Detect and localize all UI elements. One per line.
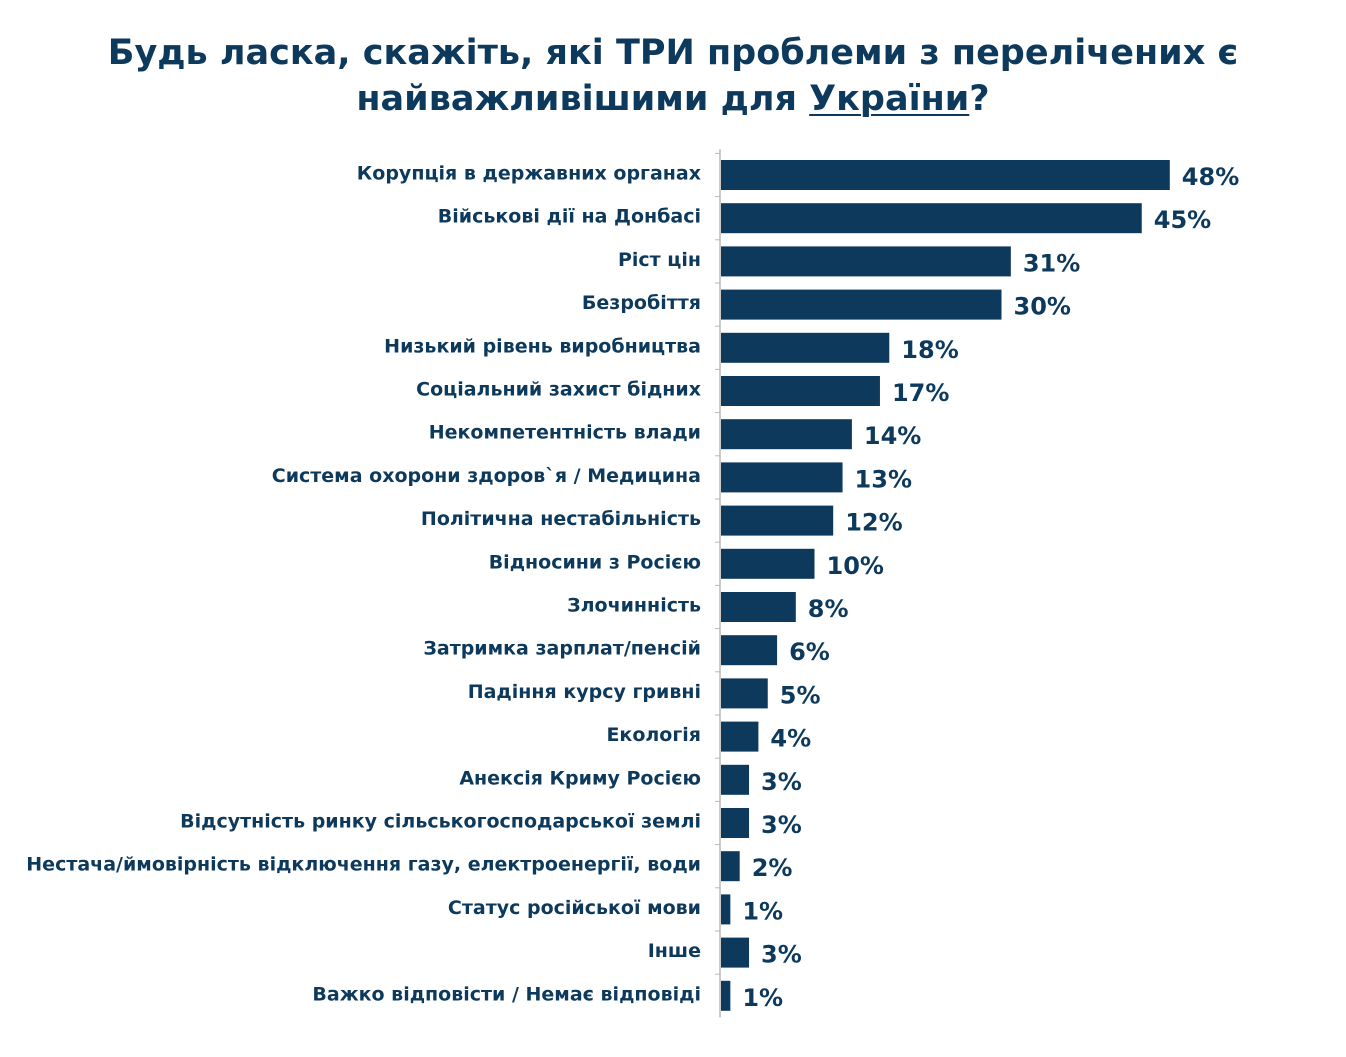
- category-label-3: Ріст цін: [618, 249, 701, 271]
- chart-title-line-1: Будь ласка, скажіть, які ТРИ проблеми з …: [107, 33, 1239, 73]
- bar-7: [721, 419, 852, 450]
- value-label-16: 3%: [761, 811, 802, 839]
- value-label-15: 3%: [761, 768, 802, 796]
- bar-17: [721, 851, 740, 882]
- category-label-4: Безробіття: [582, 292, 701, 314]
- bar-20: [721, 980, 731, 1011]
- value-label-8: 13%: [855, 465, 912, 493]
- bar-13: [721, 678, 768, 709]
- category-label-8: Система охорони здоров`я / Медицина: [272, 465, 701, 487]
- bar-11: [721, 592, 796, 622]
- bar-14: [721, 721, 759, 752]
- value-label-4: 30%: [1014, 293, 1071, 321]
- chart-title-line-2-start: найважливішими для: [356, 79, 810, 119]
- value-label-14: 4%: [770, 725, 811, 753]
- labels-layer: Корупція в державних органах 48% Військові…: [26, 163, 1239, 1012]
- value-label-9: 12%: [845, 509, 902, 537]
- bar-3: [721, 246, 1011, 277]
- value-label-1: 48%: [1182, 163, 1239, 191]
- chart-title: Будь ласка, скажіть, які ТРИ проблеми з …: [0, 30, 1346, 122]
- value-label-18: 1%: [742, 897, 783, 925]
- category-label-16: Відсутність ринку сільськогосподарської …: [180, 811, 701, 833]
- chart-title-underlined-word: України: [809, 79, 970, 119]
- value-label-6: 17%: [892, 379, 949, 407]
- value-label-2: 45%: [1154, 206, 1211, 234]
- category-label-13: Падіння курсу гривні: [468, 681, 701, 703]
- bar-2: [721, 203, 1142, 234]
- category-label-10: Відносини з Росією: [489, 551, 701, 573]
- bar-9: [721, 505, 834, 536]
- category-label-1: Корупція в державних органах: [357, 163, 701, 185]
- category-label-19: Інше: [648, 940, 701, 962]
- value-label-3: 31%: [1023, 249, 1080, 277]
- bar-16: [721, 808, 750, 838]
- category-label-9: Політична нестабільність: [421, 508, 701, 530]
- category-label-11: Злочинність: [567, 595, 701, 617]
- category-label-7: Некомпетентність влади: [429, 422, 701, 444]
- value-label-17: 2%: [752, 854, 793, 882]
- category-label-20: Важко відповісти / Немає відповіді: [312, 983, 701, 1005]
- value-label-13: 5%: [780, 681, 821, 709]
- bar-8: [721, 462, 843, 493]
- bar-12: [721, 635, 778, 666]
- category-label-18: Статус російської мови: [448, 897, 701, 919]
- value-label-19: 3%: [761, 941, 802, 969]
- value-label-11: 8%: [808, 595, 849, 623]
- bar-18: [721, 894, 731, 925]
- value-label-7: 14%: [864, 422, 921, 450]
- bar-4: [721, 289, 1002, 320]
- category-label-5: Низький рівень виробництва: [384, 335, 701, 357]
- category-label-6: Соціальний захист бідних: [416, 379, 701, 401]
- bar-10: [721, 548, 815, 579]
- bar-6: [721, 376, 880, 406]
- bar-5: [721, 332, 890, 363]
- value-label-5: 18%: [901, 336, 958, 364]
- value-label-10: 10%: [827, 552, 884, 580]
- bar-15: [721, 764, 750, 795]
- bar-1: [721, 160, 1170, 190]
- category-label-2: Військові дії на Донбасі: [438, 206, 701, 228]
- value-label-20: 1%: [742, 984, 783, 1012]
- category-label-12: Затримка зарплат/пенсій: [423, 638, 701, 660]
- category-label-14: Екологія: [606, 724, 701, 746]
- category-label-15: Анексія Криму Росією: [459, 767, 701, 789]
- bar-19: [721, 937, 750, 968]
- axis-layer: [715, 149, 721, 1018]
- category-label-17: Нестача/ймовірність відключення газу, ел…: [26, 854, 701, 876]
- bars-layer: [721, 160, 1170, 1011]
- chart-title-question-mark: ?: [969, 79, 990, 119]
- chart-title-line-2: найважливішими для України?: [0, 76, 1346, 122]
- value-label-12: 6%: [789, 638, 830, 666]
